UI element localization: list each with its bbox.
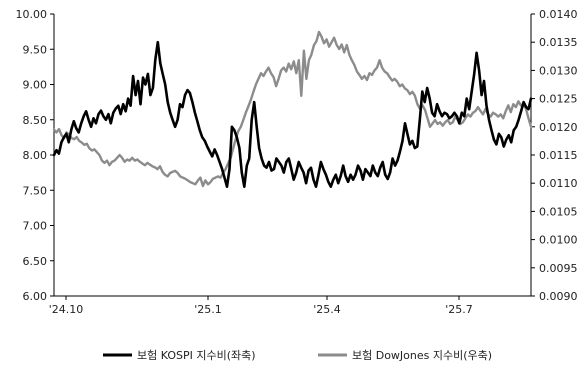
- series-layer: [52, 30, 533, 188]
- left-tick-label: 9.00: [23, 79, 48, 92]
- right-tick-label: 0.0095: [539, 262, 578, 275]
- right-tick-label: 0.0140: [539, 8, 578, 21]
- legend-label-kospi: 보험 KOSPI 지수비(좌축): [137, 349, 256, 362]
- x-tick-label: '25.4: [313, 303, 341, 316]
- right-tick-label: 0.0090: [539, 290, 578, 303]
- left-tick-label: 7.00: [23, 220, 48, 233]
- right-tick-label: 0.0105: [539, 205, 578, 218]
- x-tick-label: '24.10: [49, 303, 84, 316]
- legend: 보험 KOSPI 지수비(좌축) 보험 DowJones 지수비(우축): [103, 349, 492, 362]
- right-tick-label: 0.0120: [539, 121, 578, 134]
- left-tick-label: 7.50: [23, 184, 48, 197]
- x-tick-label: '25.7: [445, 303, 473, 316]
- series-line-dowjones: [52, 30, 533, 188]
- right-tick-label: 0.0110: [539, 177, 578, 190]
- left-tick-label: 6.00: [23, 290, 48, 303]
- right-tick-label: 0.0135: [539, 36, 578, 49]
- right-tick-label: 0.0130: [539, 64, 578, 77]
- left-tick-label: 6.50: [23, 255, 48, 268]
- left-tick-label: 9.50: [23, 43, 48, 56]
- left-axis-ticks: 6.00 6.50 7.00 7.50 8.00 8.50 9.00 9.50 10.00: [16, 8, 54, 303]
- left-tick-label: 10.00: [16, 8, 48, 21]
- right-axis-ticks: 0.0090 0.0095 0.0100 0.0105 0.0110 0.0115 0.01…: [531, 8, 578, 303]
- right-tick-label: 0.0100: [539, 234, 578, 247]
- left-tick-label: 8.50: [23, 114, 48, 127]
- right-tick-label: 0.0115: [539, 149, 578, 162]
- right-tick-label: 0.0125: [539, 93, 578, 106]
- series-line-kospi: [52, 40, 533, 188]
- left-tick-label: 8.00: [23, 149, 48, 162]
- x-axis-ticks: '24.10 '25.1 '25.4 '25.7: [49, 296, 473, 316]
- legend-label-dowjones: 보험 DowJones 지수비(우축): [352, 349, 492, 362]
- x-tick-label: '25.1: [194, 303, 222, 316]
